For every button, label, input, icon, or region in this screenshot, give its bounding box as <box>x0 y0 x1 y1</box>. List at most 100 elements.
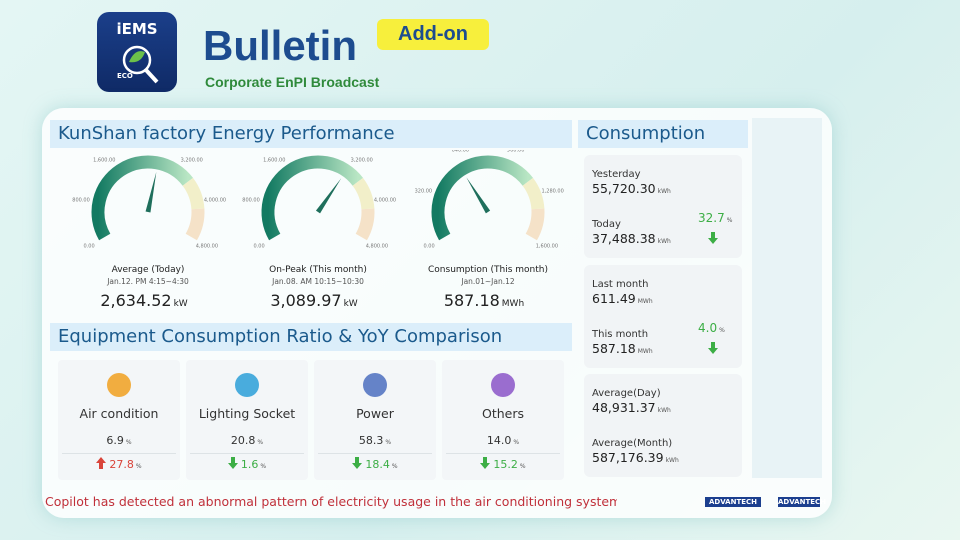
gauge-tick-label: 1,600.00 <box>93 157 115 163</box>
gauge-tick-label: 0.00 <box>424 244 435 250</box>
tag: Add-on <box>377 19 489 50</box>
equipment-name: Lighting Socket <box>198 406 296 421</box>
gauge-band <box>91 155 193 241</box>
gauge-tick-label: 1,600.00 <box>536 244 558 250</box>
gauge-label: Consumption (This month) <box>428 265 548 275</box>
value-unit: kWh <box>657 407 671 414</box>
consumption-label: Last month <box>592 279 649 290</box>
change-value: 1.6 <box>240 458 259 471</box>
gauge-label: On-Peak (This month) <box>269 265 367 275</box>
faded-side-panel <box>752 118 822 478</box>
gauge-needle <box>315 178 342 214</box>
gauge-needle <box>466 177 491 214</box>
gauge-tick-label: 4,800.00 <box>366 244 388 250</box>
gauge-period: Jan.12. PM 4:15~4:30 <box>106 277 189 286</box>
consumption-value: 55,720.30 kWh <box>592 181 671 196</box>
gauge-band <box>525 208 545 241</box>
arrow-shape <box>480 457 491 469</box>
equipment-card: Lighting Socket 20.8% 1.6% <box>186 360 308 480</box>
consumption-label: Yesterday <box>592 169 641 180</box>
change-value: 18.4 <box>365 458 390 471</box>
trend-arrow <box>708 232 718 244</box>
consumption-box: Average(Day) 48,931.37 kWh Average(Month) 58… <box>584 374 742 477</box>
subtitle: Corporate EnPI Broadcast <box>205 74 380 90</box>
equipment-icon <box>107 373 131 397</box>
change-unit: % <box>719 327 725 334</box>
change-arrow-holder <box>708 339 718 358</box>
trend-arrow <box>708 342 718 354</box>
consumption-value: 611.49 MWh <box>592 291 653 306</box>
gauge-tick-label: 4,000.00 <box>204 198 226 204</box>
consumption-change: 4.0% <box>698 321 725 335</box>
brand-logo: ADVANTECH <box>705 497 761 507</box>
gauge-tick-label: 3,200.00 <box>351 157 373 163</box>
ratio-value: 20.8 <box>230 434 256 447</box>
gauge-period: Jan.08. AM 10:15~10:30 <box>271 277 364 286</box>
ratio-value: 14.0 <box>486 434 512 447</box>
gauge-period: Jan.01~Jan.12 <box>460 277 514 286</box>
consumption-value: 587,176.39 kWh <box>592 450 679 465</box>
equipment-name: Others <box>481 406 524 421</box>
gauge-tick-label: 0.00 <box>84 244 95 250</box>
value-text: 611.49 <box>592 291 636 306</box>
trend-arrow <box>96 457 107 469</box>
gauge-needle <box>145 171 157 213</box>
consumption-box: Yesterday 55,720.30 kWh Today 37,488.38 kWh 32… <box>584 155 742 258</box>
trend-arrow <box>227 457 238 469</box>
divider <box>62 453 176 454</box>
equipment-ratio: 20.8% <box>186 434 308 447</box>
gauge-tick-label: 0.00 <box>254 244 265 250</box>
gauge-tick-label: 640.00 <box>452 150 470 153</box>
ratio-value: 58.3 <box>358 434 384 447</box>
consumption-value: 48,931.37 kWh <box>592 400 671 415</box>
gauge-value-text: 2,634.52 <box>100 291 171 310</box>
gauge-tick-label: 4,800.00 <box>196 244 218 250</box>
consumption-value: 37,488.38 kWh <box>592 231 671 246</box>
gauge-band <box>355 208 375 241</box>
arrow-shape <box>96 457 107 469</box>
change-arrow-holder <box>708 229 718 248</box>
consumption-title: Consumption <box>578 120 748 148</box>
value-unit: MWh <box>637 348 653 355</box>
logo-text: iEMS <box>116 20 158 38</box>
gauge-band <box>182 177 205 210</box>
gauge-value: 3,089.97 kW <box>270 291 357 310</box>
change-unit: % <box>135 463 142 470</box>
change-value: 15.2 <box>493 458 518 471</box>
gauge-tick-label: 4,000.00 <box>374 198 396 204</box>
logo-badge: ECO <box>117 72 133 80</box>
consumption-label: Average(Month) <box>592 438 673 449</box>
arrow-shape <box>708 232 718 244</box>
divider <box>318 453 432 454</box>
arrow-shape <box>352 457 363 469</box>
equipment-change: 18.4% <box>314 457 436 471</box>
consumption-change: 32.7% <box>698 211 732 225</box>
value-unit: MWh <box>637 298 653 305</box>
value-unit: kWh <box>665 457 679 464</box>
consumption-box: Last month 611.49 MWh This month 587.18 MWh 4.… <box>584 265 742 368</box>
value-text: 48,931.37 <box>592 400 656 415</box>
ratio-unit: % <box>125 439 132 446</box>
gauge-band <box>522 177 545 210</box>
consumption-label: This month <box>592 329 649 340</box>
title: Bulletin <box>203 22 357 69</box>
value-text: 37,488.38 <box>592 231 656 246</box>
value-text: 587,176.39 <box>592 450 664 465</box>
consumption-label: Average(Day) <box>592 388 661 399</box>
equipment-ratio: 14.0% <box>442 434 564 447</box>
consumption-label: Today <box>592 219 621 230</box>
change-value: 27.8 <box>109 458 134 471</box>
equipment-card: Air condition 6.9% 27.8% <box>58 360 180 480</box>
equipment-icon <box>363 373 387 397</box>
gauge-tick-label: 320.00 <box>415 188 433 194</box>
change-unit: % <box>726 217 733 224</box>
value-text: 587.18 <box>592 341 636 356</box>
ratio-value: 6.9 <box>106 434 124 447</box>
logo-icon <box>122 45 159 84</box>
equipment-ratio: 6.9% <box>58 434 180 447</box>
gauges: 0.00800.001,600.002,400.003,200.004,000.… <box>72 150 564 310</box>
gauge-unit: kW <box>174 299 188 309</box>
equipment-ratio: 58.3% <box>314 434 436 447</box>
gauge-unit: kW <box>344 299 358 309</box>
gauge-tick-label: 960.00 <box>507 150 525 153</box>
